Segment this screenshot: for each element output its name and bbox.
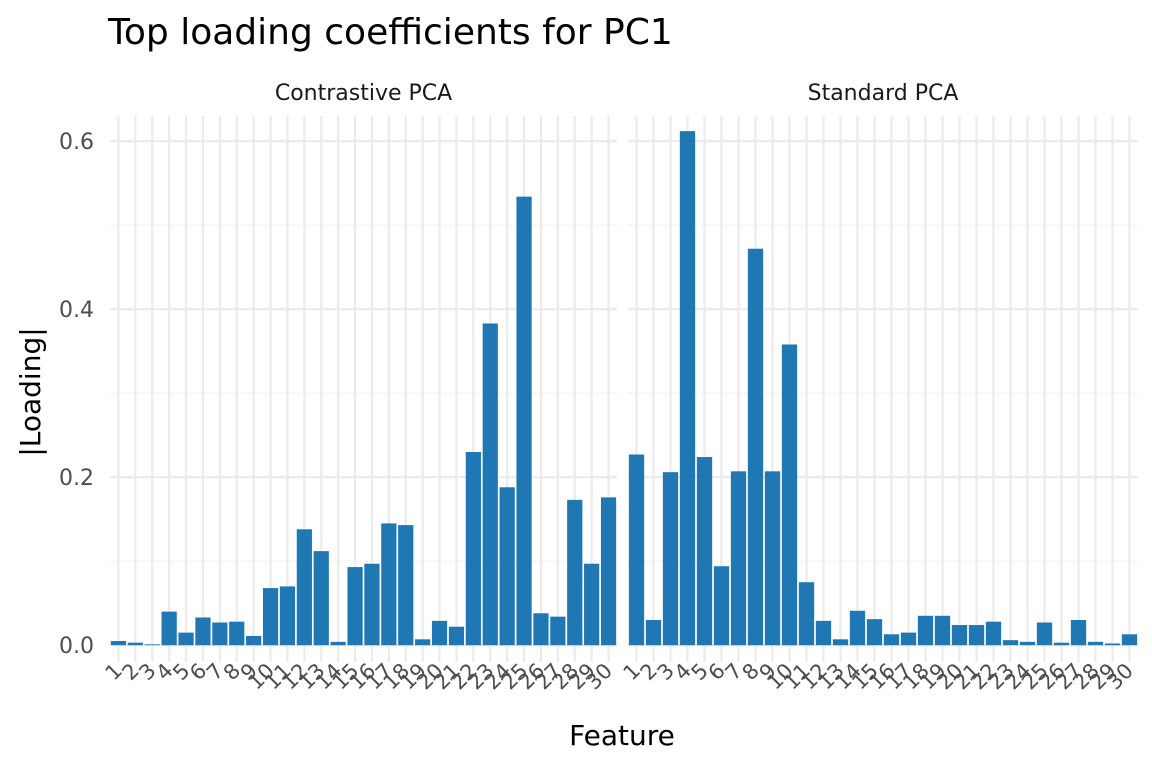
bar bbox=[815, 620, 832, 646]
bar bbox=[968, 625, 985, 646]
panel-2: Standard PCA1234567891011121314151617181… bbox=[619, 81, 1138, 694]
bar bbox=[1104, 643, 1121, 646]
bar bbox=[781, 344, 798, 646]
bar bbox=[381, 523, 397, 646]
bar bbox=[900, 632, 917, 646]
bar bbox=[1070, 620, 1087, 646]
bar bbox=[482, 323, 498, 646]
bar bbox=[798, 582, 815, 646]
bar bbox=[144, 644, 160, 646]
y-axis-title: |Loading| bbox=[14, 327, 47, 456]
bar bbox=[516, 196, 532, 646]
bar bbox=[296, 529, 312, 646]
y-tick-label: 0.2 bbox=[59, 466, 94, 491]
bar bbox=[415, 639, 431, 646]
bar bbox=[127, 642, 143, 646]
bar bbox=[1087, 641, 1104, 646]
bar bbox=[764, 471, 781, 646]
bar bbox=[246, 635, 262, 646]
bar bbox=[866, 619, 883, 646]
bar bbox=[628, 454, 645, 646]
bar bbox=[662, 472, 679, 646]
y-tick-label: 0.4 bbox=[59, 298, 94, 323]
bar bbox=[364, 563, 380, 646]
bar bbox=[883, 634, 900, 646]
bar bbox=[431, 620, 448, 646]
bar bbox=[730, 471, 747, 646]
bar bbox=[398, 525, 414, 646]
bar bbox=[448, 626, 465, 646]
bar bbox=[347, 567, 363, 646]
bar bbox=[212, 622, 228, 646]
bar bbox=[934, 615, 951, 646]
bar bbox=[330, 641, 346, 646]
panel-1: Contrastive PCA1234567891011121314151617… bbox=[101, 81, 618, 694]
y-axis: 0.0 0.2 0.4 0.6 bbox=[59, 130, 94, 659]
bar bbox=[1036, 622, 1053, 646]
bar bbox=[917, 615, 934, 646]
bar bbox=[696, 457, 713, 646]
bar bbox=[1053, 642, 1070, 646]
bar bbox=[584, 563, 600, 646]
bar bbox=[985, 621, 1002, 646]
bar bbox=[713, 566, 730, 646]
chart-panels: Contrastive PCA1234567891011121314151617… bbox=[101, 81, 1138, 694]
bar bbox=[499, 487, 515, 646]
bar bbox=[1121, 634, 1138, 646]
panel-strip-label: Contrastive PCA bbox=[275, 81, 452, 106]
bar bbox=[832, 639, 849, 646]
bar bbox=[1002, 640, 1019, 646]
bar bbox=[645, 620, 662, 646]
bar bbox=[849, 610, 866, 646]
bar bbox=[951, 625, 968, 646]
bar bbox=[178, 632, 194, 646]
bar bbox=[262, 588, 279, 646]
bar bbox=[533, 613, 549, 646]
bar bbox=[161, 611, 177, 646]
bar bbox=[1019, 641, 1036, 646]
y-tick-label: 0.6 bbox=[59, 130, 94, 155]
bar bbox=[550, 616, 566, 646]
bar bbox=[600, 497, 617, 646]
bar bbox=[679, 131, 696, 646]
y-tick-label: 0.0 bbox=[59, 634, 94, 659]
x-axis-title: Feature bbox=[569, 719, 675, 752]
bar bbox=[279, 586, 296, 646]
bar bbox=[465, 452, 481, 646]
bar bbox=[229, 621, 245, 646]
bar bbox=[195, 617, 211, 646]
panel-strip-label: Standard PCA bbox=[808, 81, 959, 106]
chart-title: Top loading coefficients for PC1 bbox=[107, 12, 673, 53]
bar bbox=[747, 248, 764, 646]
bar bbox=[110, 641, 127, 646]
bar bbox=[567, 499, 583, 646]
bar bbox=[313, 551, 329, 646]
